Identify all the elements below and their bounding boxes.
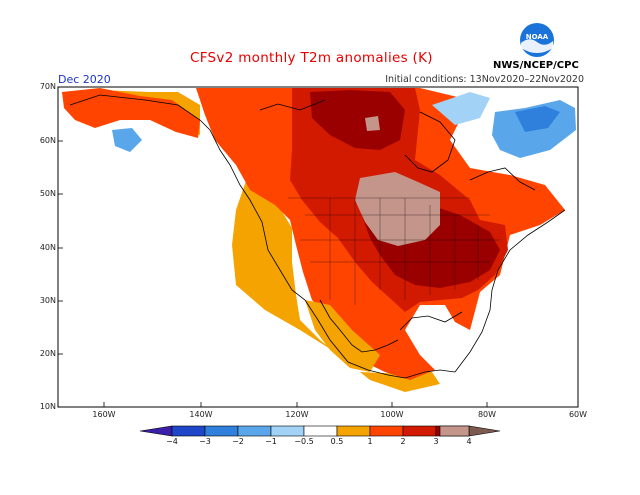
colorbar-label: −1 <box>265 437 277 446</box>
colorbar-left-arrow <box>139 425 173 437</box>
forecast-month: Dec 2020 <box>58 73 111 86</box>
colorbar-segment <box>237 425 272 437</box>
lat-label: 20N <box>39 349 56 358</box>
colorbar-label: 2 <box>400 437 406 446</box>
map-title: CFSv2 monthly T2m anomalies (K) <box>190 50 433 66</box>
colorbar-label: −4 <box>166 437 178 446</box>
colorbar <box>139 425 501 437</box>
lat-label: 50N <box>39 189 56 198</box>
colorbar-segment <box>171 425 206 437</box>
lon-label: 140W <box>189 410 213 419</box>
colorbar-segment <box>336 425 371 437</box>
logo-text: NOAA <box>526 33 549 41</box>
colorbar-label: 4 <box>466 437 472 446</box>
lat-label: 40N <box>39 243 56 252</box>
colorbar-label: 1 <box>367 437 373 446</box>
lon-label: 60W <box>568 410 588 419</box>
colorbar-segment <box>369 425 404 437</box>
colorbar-label: −2 <box>232 437 244 446</box>
lon-ticks <box>103 402 579 407</box>
lon-label: 100W <box>380 410 404 419</box>
colorbar-segment <box>270 425 305 437</box>
colorbar-label: −0.5 <box>294 437 314 446</box>
colorbar-label: 0.5 <box>330 437 344 446</box>
noaa-logo-icon: NOAA <box>520 23 554 57</box>
colorbar-segment <box>303 425 338 437</box>
lat-label: 30N <box>39 296 56 305</box>
lat-ticks <box>58 86 63 408</box>
coastlines <box>69 94 566 379</box>
lat-label: 70N <box>39 82 56 91</box>
colorbar-label: 3 <box>433 437 439 446</box>
lon-label: 80W <box>477 410 497 419</box>
initial-conditions: Initial conditions: 13Nov2020–22Nov2020 <box>385 74 584 85</box>
lon-label: 120W <box>285 410 309 419</box>
anomaly-shading <box>62 88 576 392</box>
colorbar-segment <box>402 425 437 437</box>
colorbar-right-arrow <box>468 425 501 437</box>
colorbar-segment <box>204 425 239 437</box>
agency-label: NWS/NCEP/CPC <box>493 60 579 71</box>
lat-label: 10N <box>39 402 56 411</box>
lon-label: 160W <box>92 410 116 419</box>
state-borders <box>288 197 500 305</box>
colorbar-label: −3 <box>199 437 211 446</box>
lat-label: 60N <box>39 136 56 145</box>
